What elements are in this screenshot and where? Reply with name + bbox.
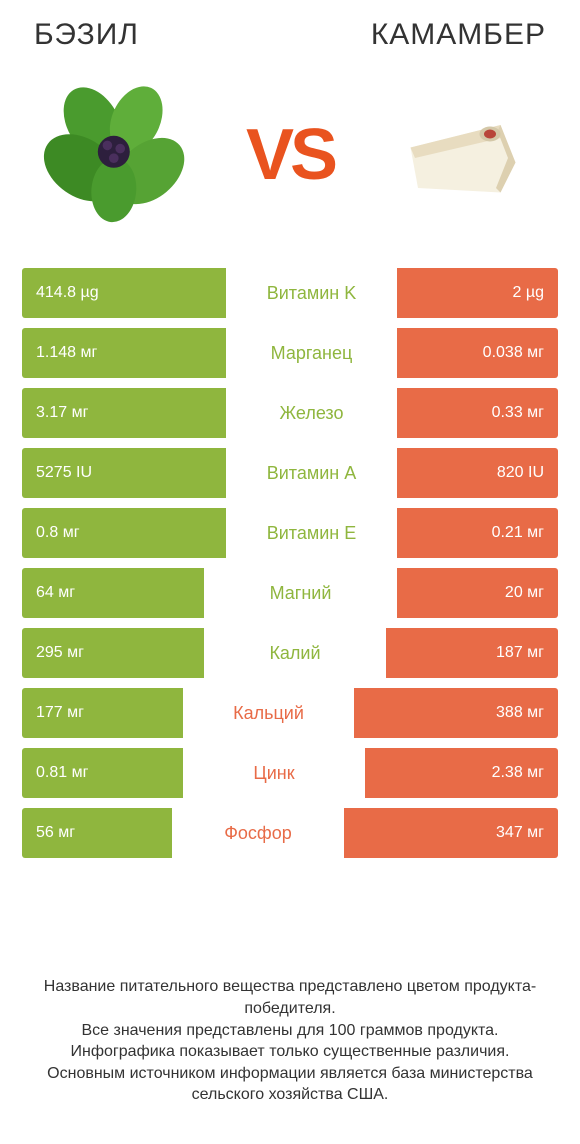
nutrient-label: Витамин A <box>226 448 397 498</box>
footer-line: Инфографика показывает только существенн… <box>32 1041 548 1063</box>
footer-text: Название питательного вещества представл… <box>22 950 558 1126</box>
nutrient-label: Витамин K <box>226 268 397 318</box>
left-value: 5275 IU <box>22 448 226 498</box>
infographic-container: БЭЗИЛ КАМАМБЕР VS <box>0 0 580 1144</box>
nutrient-label: Магний <box>204 568 397 618</box>
footer-line: Название питательного вещества представл… <box>32 976 548 1019</box>
right-value: 0.21 мг <box>397 508 558 558</box>
footer-line: Все значения представлены для 100 граммо… <box>32 1020 548 1042</box>
right-value: 2.38 мг <box>365 748 558 798</box>
basil-icon <box>32 70 202 240</box>
nutrient-label: Железо <box>226 388 397 438</box>
nutrient-label: Кальций <box>183 688 354 738</box>
header: БЭЗИЛ КАМАМБЕР <box>22 18 558 62</box>
nutrient-label: Цинк <box>183 748 365 798</box>
right-value: 20 мг <box>397 568 558 618</box>
left-value: 414.8 µg <box>22 268 226 318</box>
left-value: 3.17 мг <box>22 388 226 438</box>
nutrient-row: 414.8 µgВитамин K2 µg <box>22 268 558 318</box>
title-left: БЭЗИЛ <box>34 18 139 52</box>
nutrient-label: Калий <box>204 628 386 678</box>
right-value: 0.33 мг <box>397 388 558 438</box>
nutrient-row: 5275 IUВитамин A820 IU <box>22 448 558 498</box>
nutrient-row: 295 мгКалий187 мг <box>22 628 558 678</box>
right-value: 347 мг <box>344 808 558 858</box>
cheese-icon <box>378 70 548 240</box>
nutrient-label: Фосфор <box>172 808 344 858</box>
right-value: 820 IU <box>397 448 558 498</box>
footer-line: Основным источником информации является … <box>32 1063 548 1106</box>
comparison-rows: 414.8 µgВитамин K2 µg 1.148 мгМарганец0.0… <box>22 268 558 858</box>
title-right: КАМАМБЕР <box>371 18 546 52</box>
nutrient-row: 64 мгМагний20 мг <box>22 568 558 618</box>
vs-label: VS <box>246 114 334 196</box>
nutrient-label: Витамин E <box>226 508 397 558</box>
right-value: 187 мг <box>386 628 558 678</box>
nutrient-row: 0.8 мгВитамин E0.21 мг <box>22 508 558 558</box>
nutrient-row: 3.17 мгЖелезо0.33 мг <box>22 388 558 438</box>
nutrient-row: 1.148 мгМарганец0.038 мг <box>22 328 558 378</box>
nutrient-row: 177 мгКальций388 мг <box>22 688 558 738</box>
nutrient-row: 0.81 мгЦинк2.38 мг <box>22 748 558 798</box>
left-value: 0.8 мг <box>22 508 226 558</box>
nutrient-row: 56 мгФосфор347 мг <box>22 808 558 858</box>
left-value: 56 мг <box>22 808 172 858</box>
left-value: 177 мг <box>22 688 183 738</box>
right-value: 388 мг <box>354 688 558 738</box>
left-value: 295 мг <box>22 628 204 678</box>
right-value: 2 µg <box>397 268 558 318</box>
left-value: 0.81 мг <box>22 748 183 798</box>
left-value: 64 мг <box>22 568 204 618</box>
image-row: VS <box>22 62 558 268</box>
left-value: 1.148 мг <box>22 328 226 378</box>
right-value: 0.038 мг <box>397 328 558 378</box>
nutrient-label: Марганец <box>226 328 397 378</box>
